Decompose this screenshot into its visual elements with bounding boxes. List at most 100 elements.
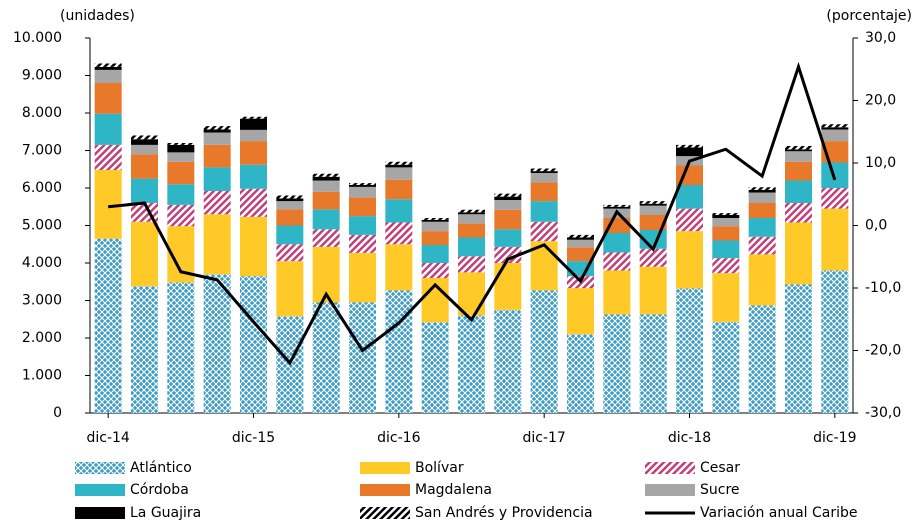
bar-segment <box>167 204 195 227</box>
x-tick-label: dic-18 <box>668 430 711 446</box>
bar-segment <box>94 238 122 413</box>
y-tick-label: 10.000 <box>13 30 62 46</box>
bar-segment <box>712 258 740 274</box>
legend-swatch <box>360 462 410 474</box>
bar-segment <box>603 252 631 271</box>
bar-segment <box>785 222 812 285</box>
x-tick-label: dic-17 <box>522 430 565 446</box>
bar-segment <box>167 161 195 185</box>
bar-segment <box>494 309 522 413</box>
bar-segment <box>94 83 122 114</box>
bar-segment <box>567 288 594 335</box>
bar-segment <box>639 248 667 267</box>
y2-tick-label: -30,0 <box>865 405 901 421</box>
bar-segment <box>821 270 849 413</box>
bar-segment <box>712 240 740 259</box>
bar-segment <box>421 245 449 263</box>
bar-segment <box>712 321 740 413</box>
bar-segment <box>203 167 231 191</box>
x-tick-label: dic-19 <box>813 430 856 446</box>
bar-segment <box>131 178 158 203</box>
bar-segment <box>639 201 667 204</box>
bar-segment <box>240 118 267 130</box>
bar-segment <box>385 179 413 200</box>
y2-tick-label: -20,0 <box>865 343 901 359</box>
bar-segment <box>203 214 231 275</box>
bar-segment <box>494 196 522 200</box>
bar-segment <box>567 234 594 238</box>
bar-segment <box>748 305 776 413</box>
bar-segment <box>240 164 267 189</box>
bar-segment <box>676 147 703 157</box>
y2-tick-label: 20,0 <box>865 93 896 109</box>
bar-segment <box>276 209 304 226</box>
bar-segment <box>676 208 703 232</box>
bar-segment <box>821 208 849 271</box>
bar-segment <box>312 191 340 210</box>
bar-segment <box>240 141 267 165</box>
bar-segment <box>494 263 522 310</box>
bar-segment <box>131 135 158 140</box>
bar-segment <box>712 226 740 241</box>
bar-segment <box>530 171 558 173</box>
bar-segment <box>131 154 158 179</box>
bar-segment <box>821 129 849 142</box>
bar-segment <box>94 144 122 170</box>
y-tick-label: 5.000 <box>22 218 62 234</box>
bar-segment <box>603 206 631 209</box>
bar-segment <box>458 209 485 213</box>
bar-segment <box>494 209 522 230</box>
bar-segment <box>167 143 195 145</box>
bar-segment <box>203 126 231 130</box>
bar-segment <box>676 231 703 289</box>
x-tick-label: dic-15 <box>232 430 275 446</box>
y2-tick-label: 30,0 <box>865 30 896 46</box>
bar-segment <box>203 191 231 215</box>
bar-segment <box>349 183 376 185</box>
bar-segment <box>421 219 449 222</box>
bar-segment <box>603 270 631 315</box>
bar-segment <box>385 167 413 180</box>
bar-segment <box>567 247 594 262</box>
bar-segment <box>748 203 776 218</box>
bar-segment <box>203 132 231 145</box>
bar-segment <box>821 124 849 128</box>
legend-label: Sucre <box>700 482 740 498</box>
bar-segment <box>712 273 740 322</box>
bar-segment <box>639 205 667 215</box>
legend-label: Cesar <box>700 460 740 476</box>
legend-label: Bolívar <box>415 460 464 476</box>
bar-segment <box>530 221 558 242</box>
bar-segment <box>639 266 667 315</box>
bar-segment <box>676 185 703 209</box>
bar-segment <box>494 229 522 247</box>
y-tick-label: 4.000 <box>22 255 62 271</box>
bar-segment <box>94 170 122 239</box>
legend-swatch <box>645 462 695 474</box>
bar-segment <box>421 221 449 232</box>
bar-segment <box>530 173 558 183</box>
bar-segment <box>458 272 485 316</box>
bar-segment <box>276 261 304 317</box>
bar-segment <box>349 302 376 413</box>
bar-segment <box>240 276 267 413</box>
legend-label: Variación anual Caribe <box>700 505 858 521</box>
bar-segment <box>639 203 667 206</box>
legend-swatch <box>75 462 125 474</box>
bar-segment <box>567 334 594 413</box>
bar-segment <box>530 182 558 202</box>
bar-segment <box>167 152 195 162</box>
y-tick-label: 1.000 <box>22 368 62 384</box>
bar-segment <box>349 234 376 253</box>
bar-segment <box>712 218 740 227</box>
bar-segment <box>785 151 812 162</box>
bar-segment <box>349 216 376 235</box>
y2-axis-label: (porcentaje) <box>826 8 912 24</box>
y2-tick-label: 10,0 <box>865 155 896 171</box>
bar-segment <box>421 231 449 245</box>
bar-segment <box>639 314 667 413</box>
bar-segment <box>748 189 776 193</box>
bar-segment <box>203 274 231 413</box>
bar-segment <box>167 184 195 205</box>
bar-segment <box>94 66 122 70</box>
